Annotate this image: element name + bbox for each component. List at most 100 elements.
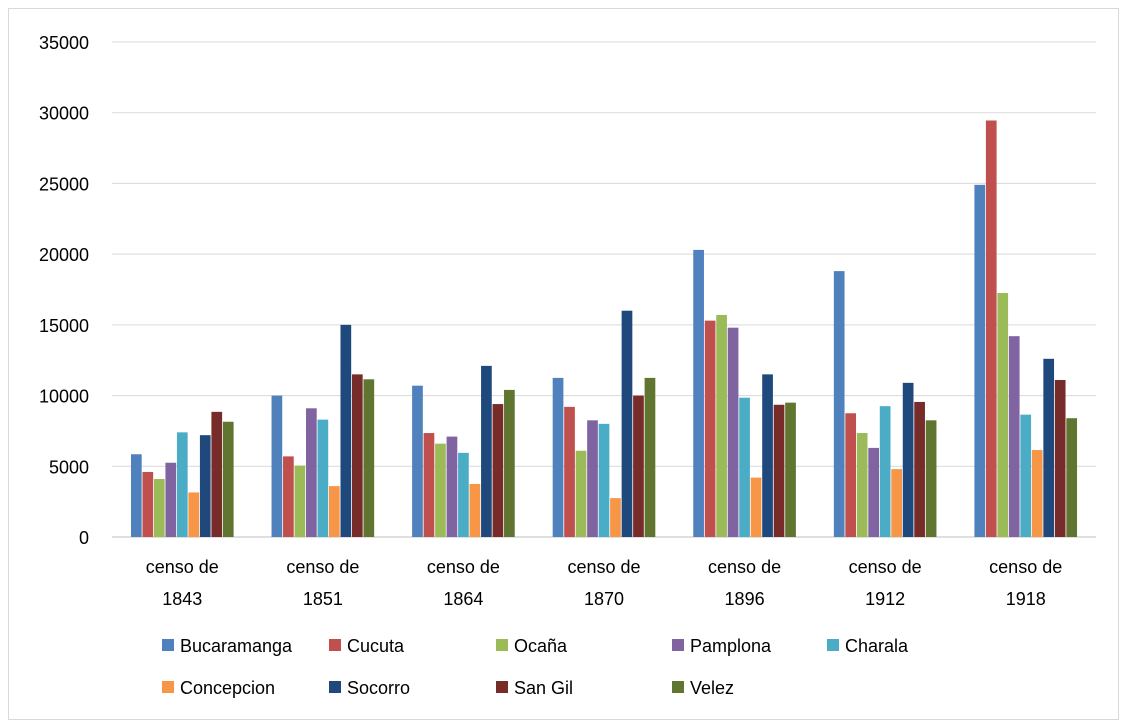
bar: [773, 404, 785, 537]
legend-label: Pamplona: [690, 636, 772, 656]
bar: [856, 433, 868, 537]
bar-chart: 0 5000 10000 15000 20000 25000 30000 35000 censo…: [39, 33, 1096, 698]
bar: [423, 433, 435, 537]
bar: [199, 435, 211, 537]
bar: [587, 420, 598, 537]
bar: [868, 447, 880, 537]
bar: [283, 456, 294, 537]
bar: [165, 462, 177, 537]
x-tick-label: 1851: [303, 589, 343, 609]
bar: [644, 377, 656, 537]
x-tick-label: 1912: [865, 589, 905, 609]
bar: [879, 406, 891, 537]
legend-label: Cucuta: [347, 636, 405, 656]
bar: [1043, 358, 1055, 537]
x-tick-label: censo de: [427, 557, 500, 577]
bar: [211, 411, 223, 537]
x-tick-label: 1870: [584, 589, 624, 609]
x-tick-label: censo de: [849, 557, 922, 577]
bar: [294, 465, 306, 537]
bar: [153, 479, 165, 537]
y-tick-label: 5000: [49, 457, 89, 477]
bar: [621, 310, 633, 537]
legend-swatch: [672, 681, 684, 693]
bar: [351, 374, 363, 537]
bar: [492, 404, 504, 537]
bar: [176, 432, 188, 537]
bar: [222, 421, 234, 537]
legend-label: Concepcion: [180, 678, 275, 698]
legend-swatch: [329, 639, 341, 651]
y-tick-label: 20000: [39, 245, 89, 265]
chart-frame: 0 5000 10000 15000 20000 25000 30000 35000 censo…: [8, 8, 1119, 720]
bar: [693, 249, 704, 537]
legend-label: Ocaña: [514, 636, 568, 656]
legend-label: Bucaramanga: [180, 636, 293, 656]
bar: [610, 498, 621, 537]
bar: [142, 471, 154, 537]
legend-swatch: [827, 639, 839, 651]
y-tick-label: 10000: [39, 387, 89, 407]
x-tick-label: censo de: [567, 557, 640, 577]
bar: [481, 365, 492, 537]
bar: [1020, 414, 1032, 537]
bar: [716, 314, 727, 537]
bar: [575, 450, 587, 537]
y-tick-label: 0: [79, 528, 89, 548]
x-tick-label: censo de: [146, 557, 219, 577]
x-tick-label: censo de: [708, 557, 781, 577]
y-tick-label: 15000: [39, 316, 89, 336]
bar: [317, 419, 329, 537]
bar: [188, 492, 200, 537]
legend-swatch: [496, 639, 508, 651]
bar: [985, 120, 997, 537]
legend-swatch: [162, 639, 174, 651]
bar: [785, 402, 796, 537]
x-tick-label: 1843: [162, 589, 202, 609]
bar: [891, 469, 902, 537]
bar: [750, 477, 762, 537]
legend-swatch: [496, 681, 508, 693]
x-tick-label: censo de: [989, 557, 1062, 577]
bar: [469, 483, 481, 537]
legend-label: San Gil: [514, 678, 573, 698]
bar: [598, 423, 610, 537]
bar: [1066, 418, 1078, 537]
bar: [306, 408, 317, 537]
x-tick-label: 1896: [725, 589, 765, 609]
bar: [762, 374, 773, 537]
legend-swatch: [162, 681, 174, 693]
bar: [1031, 450, 1043, 537]
bar: [727, 327, 739, 537]
bar: [340, 324, 352, 537]
bar: [997, 293, 1009, 537]
legend-label: Velez: [690, 678, 734, 698]
bar: [412, 385, 423, 537]
bar: [446, 436, 458, 537]
y-tick-label: 35000: [39, 33, 89, 53]
y-tick-label: 30000: [39, 104, 89, 124]
bar: [504, 389, 515, 537]
x-tick-label: 1864: [443, 589, 483, 609]
bar: [902, 382, 914, 537]
bar: [363, 379, 375, 537]
bar: [130, 454, 142, 537]
legend-swatch: [672, 639, 684, 651]
bar: [833, 271, 845, 537]
bar: [552, 377, 564, 537]
bar: [564, 406, 575, 537]
bar: [633, 395, 644, 537]
bar: [925, 420, 937, 537]
y-tick-label: 25000: [39, 174, 89, 194]
legend-label: Socorro: [347, 678, 410, 698]
bar: [271, 395, 283, 537]
legend-label: Charala: [845, 636, 909, 656]
bar: [1054, 380, 1066, 537]
bar: [1008, 336, 1020, 537]
x-tick-label: 1918: [1006, 589, 1046, 609]
bar: [704, 320, 716, 537]
bar: [845, 413, 857, 537]
bar: [914, 401, 925, 537]
bar: [739, 397, 750, 537]
bar: [458, 452, 469, 537]
